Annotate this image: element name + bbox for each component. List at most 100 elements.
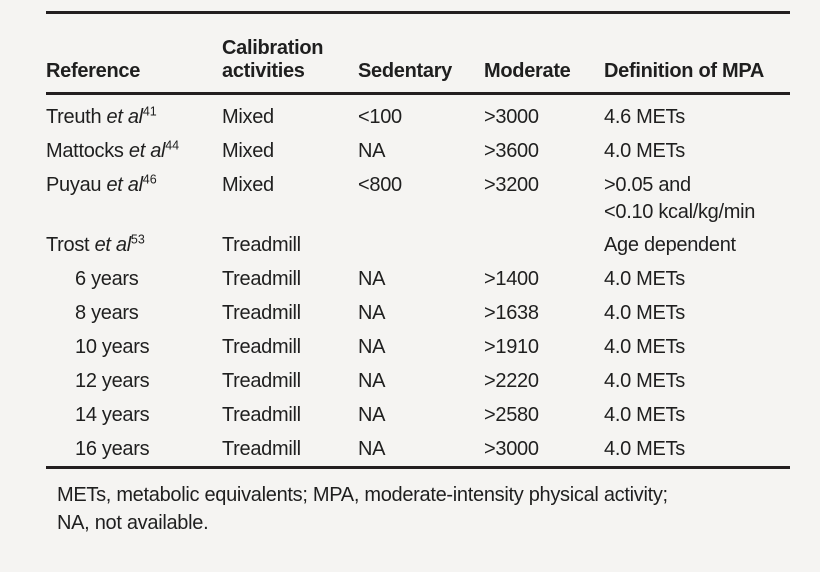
calibration-cell: Treadmill <box>222 268 301 290</box>
calibration-cell: Mixed <box>222 106 274 128</box>
moderate-cell: >3000 <box>484 438 539 460</box>
table-bottom-rule <box>46 466 790 469</box>
moderate-cell: >2220 <box>484 370 539 392</box>
column-header-line: Calibration <box>222 37 324 59</box>
column-header-line: Reference <box>46 60 141 82</box>
definition-cell: 4.0 METs <box>604 398 790 432</box>
sedentary-cell <box>358 228 484 262</box>
reference-cell: Trost et al53 <box>46 232 145 256</box>
definition-line: 4.0 METs <box>604 404 685 426</box>
calibration-cell: Treadmill <box>222 438 301 460</box>
sedentary-cell: NA <box>358 438 386 460</box>
definition-line: Age dependent <box>604 234 736 256</box>
definition-cell: 4.0 METs <box>604 432 790 466</box>
calibration-cell: Treadmill <box>222 370 301 392</box>
et-al-italic: et al <box>123 140 166 162</box>
definition-cell: 4.6 METs <box>604 100 790 134</box>
moderate-cell: >3000 <box>484 106 539 128</box>
citation-superscript: 46 <box>142 172 157 187</box>
definition-line: 4.0 METs <box>604 370 685 392</box>
table-row: 12 years Treadmill NA >2220 4.0 METs <box>46 364 790 398</box>
sedentary-cell: <100 <box>358 106 402 128</box>
reference-cell: Treuth et al41 <box>46 104 157 128</box>
column-header-line: Moderate <box>484 60 571 82</box>
definition-line: 4.0 METs <box>604 140 685 162</box>
definition-cell: >0.05 and <0.10 kcal/kg/min <box>604 168 790 226</box>
calibration-cell: Mixed <box>222 174 274 196</box>
table-header-rule <box>46 92 790 95</box>
calibration-table: Reference Calibration activities Sedentary M… <box>46 11 790 537</box>
sedentary-cell: NA <box>358 336 386 358</box>
column-header: Reference <box>46 60 222 83</box>
calibration-cell: Treadmill <box>222 302 301 324</box>
definition-line: 4.0 METs <box>604 438 685 460</box>
definition-cell: 4.0 METs <box>604 134 790 168</box>
moderate-cell <box>484 228 604 262</box>
reference-cell: 10 years <box>75 336 150 358</box>
sedentary-cell: NA <box>358 370 386 392</box>
sedentary-cell: NA <box>358 302 386 324</box>
sedentary-cell: NA <box>358 404 386 426</box>
column-header-line: Sedentary <box>358 60 453 82</box>
table-row: Puyau et al46 Mixed <800 >3200 >0.05 and <0.1… <box>46 168 790 228</box>
footnote-line: METs, metabolic equivalents; MPA, modera… <box>57 484 668 506</box>
column-header: Calibration activities <box>222 37 358 83</box>
table-body: Treuth et al41 Mixed <100 >3000 4.6 METs Matt… <box>46 95 790 466</box>
reference-cell: 8 years <box>75 302 139 324</box>
calibration-cell: Treadmill <box>222 234 301 256</box>
table-row: 6 years Treadmill NA >1400 4.0 METs <box>46 262 790 296</box>
citation-superscript: 41 <box>142 104 157 119</box>
table-row: 14 years Treadmill NA >2580 4.0 METs <box>46 398 790 432</box>
et-al-italic: et al <box>89 234 132 256</box>
table-row: Trost et al53 Treadmill Age dependent <box>46 228 790 262</box>
sedentary-cell: <800 <box>358 174 402 196</box>
definition-line: 4.0 METs <box>604 268 685 290</box>
definition-line: 4.6 METs <box>604 106 685 128</box>
sedentary-cell: NA <box>358 268 386 290</box>
table-row: Mattocks et al44 Mixed NA >3600 4.0 METs <box>46 134 790 168</box>
column-header-line: Definition of MPA <box>604 60 765 82</box>
footnote-line: NA, not available. <box>57 512 209 534</box>
definition-line: <0.10 kcal/kg/min <box>604 201 756 223</box>
definition-cell: 4.0 METs <box>604 296 790 330</box>
definition-cell: 4.0 METs <box>604 262 790 296</box>
moderate-cell: >1400 <box>484 268 539 290</box>
table-top-rule <box>46 11 790 14</box>
table-row: 8 years Treadmill NA >1638 4.0 METs <box>46 296 790 330</box>
moderate-cell: >2580 <box>484 404 539 426</box>
reference-cell: Mattocks et al44 <box>46 138 180 162</box>
definition-line: 4.0 METs <box>604 302 685 324</box>
definition-line: >0.05 and <box>604 174 691 196</box>
moderate-cell: >3200 <box>484 174 539 196</box>
moderate-cell: >1910 <box>484 336 539 358</box>
moderate-cell: >3600 <box>484 140 539 162</box>
citation-superscript: 53 <box>130 232 145 247</box>
citation-superscript: 44 <box>165 138 180 153</box>
definition-cell: 4.0 METs <box>604 364 790 398</box>
reference-cell: 6 years <box>75 268 139 290</box>
et-al-italic: et al <box>101 174 143 196</box>
reference-cell: Puyau et al46 <box>46 172 157 196</box>
table-header-row: Reference Calibration activities Sedentary M… <box>46 14 790 92</box>
calibration-cell: Mixed <box>222 140 274 162</box>
sedentary-cell: NA <box>358 140 386 162</box>
calibration-cell: Treadmill <box>222 336 301 358</box>
table-row: 10 years Treadmill NA >1910 4.0 METs <box>46 330 790 364</box>
definition-line: 4.0 METs <box>604 336 685 358</box>
column-header: Sedentary <box>358 60 484 83</box>
calibration-cell: Treadmill <box>222 404 301 426</box>
reference-cell: 14 years <box>75 404 150 426</box>
reference-cell: 12 years <box>75 370 150 392</box>
column-header: Definition of MPA <box>604 60 790 83</box>
table-footnote: METs, metabolic equivalents; MPA, modera… <box>46 469 790 537</box>
et-al-italic: et al <box>101 106 144 128</box>
definition-cell: Age dependent <box>604 228 790 262</box>
column-header: Moderate <box>484 60 604 83</box>
reference-cell: 16 years <box>75 438 150 460</box>
table-row: Treuth et al41 Mixed <100 >3000 4.6 METs <box>46 100 790 134</box>
moderate-cell: >1638 <box>484 302 539 324</box>
table-row: 16 years Treadmill NA >3000 4.0 METs <box>46 432 790 466</box>
definition-cell: 4.0 METs <box>604 330 790 364</box>
column-header-line: activities <box>222 60 305 82</box>
